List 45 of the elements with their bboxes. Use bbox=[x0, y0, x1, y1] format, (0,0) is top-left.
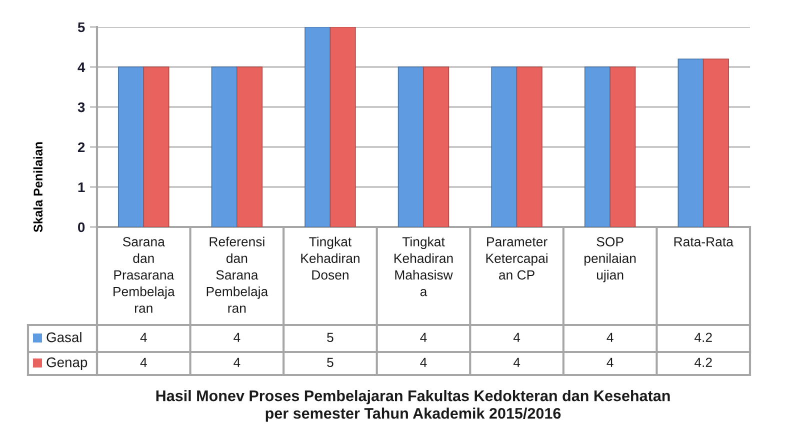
y-tick-label: 4 bbox=[78, 62, 86, 72]
data-label: 5 bbox=[327, 358, 334, 368]
bar bbox=[610, 66, 636, 227]
legend-label: Genap bbox=[46, 357, 88, 370]
y-tick-label: 5 bbox=[78, 22, 85, 32]
x-tick-label: Tingkat Kehadiran Dosen bbox=[301, 236, 360, 280]
legend-label: Gasal bbox=[46, 332, 82, 342]
y-tick-label: 1 bbox=[78, 182, 85, 192]
bar bbox=[304, 27, 331, 227]
x-tick-label: Rata-Rata bbox=[674, 237, 734, 246]
bar bbox=[118, 66, 144, 227]
data-label: 4 bbox=[606, 332, 614, 342]
data-label: 4 bbox=[234, 332, 240, 342]
data-label: 4 bbox=[606, 358, 614, 367]
data-label: 5 bbox=[327, 332, 334, 342]
x-tick-label: SOP penilaian ujian bbox=[584, 237, 636, 282]
y-tick-label: 0 bbox=[78, 222, 85, 232]
data-label: 4 bbox=[513, 358, 520, 367]
data-label: 4 bbox=[513, 332, 520, 342]
bar bbox=[398, 66, 424, 227]
x-tick-label: Sarana dan Prasarana Pembelaja ran bbox=[114, 237, 175, 313]
bar bbox=[236, 66, 263, 227]
y-tick-label: 3 bbox=[78, 102, 85, 112]
data-label: 4.2 bbox=[694, 332, 712, 342]
x-tick-label: Tingkat Kehadiran Mahasisw a bbox=[394, 236, 453, 296]
bar bbox=[330, 27, 356, 227]
bar bbox=[143, 66, 170, 227]
bar bbox=[423, 66, 450, 227]
bar bbox=[491, 66, 518, 227]
data-label: 4 bbox=[234, 358, 240, 367]
x-tick-label: Parameter Ketercapai an CP bbox=[486, 237, 548, 280]
bar bbox=[211, 66, 238, 227]
data-label: 4 bbox=[140, 358, 147, 367]
y-axis-title: Skala Penilaian bbox=[33, 142, 43, 232]
bar bbox=[584, 66, 610, 227]
data-label: 4 bbox=[140, 332, 147, 342]
data-label: 4.2 bbox=[694, 358, 712, 367]
data-label: 4 bbox=[420, 332, 427, 342]
text: Hasil Monev Proses Pembelajaran Fakultas Kedokteran dan Kesehatan per semester Tahun Akademik 2015/2016 bbox=[156, 390, 670, 422]
data-label: 4 bbox=[420, 358, 427, 367]
x-tick-label: Referensi dan Sarana Pembelaja ran bbox=[206, 236, 268, 313]
y-tick-label: 2 bbox=[78, 142, 85, 152]
bar bbox=[678, 58, 704, 227]
bar bbox=[702, 58, 729, 227]
bar bbox=[516, 66, 542, 227]
